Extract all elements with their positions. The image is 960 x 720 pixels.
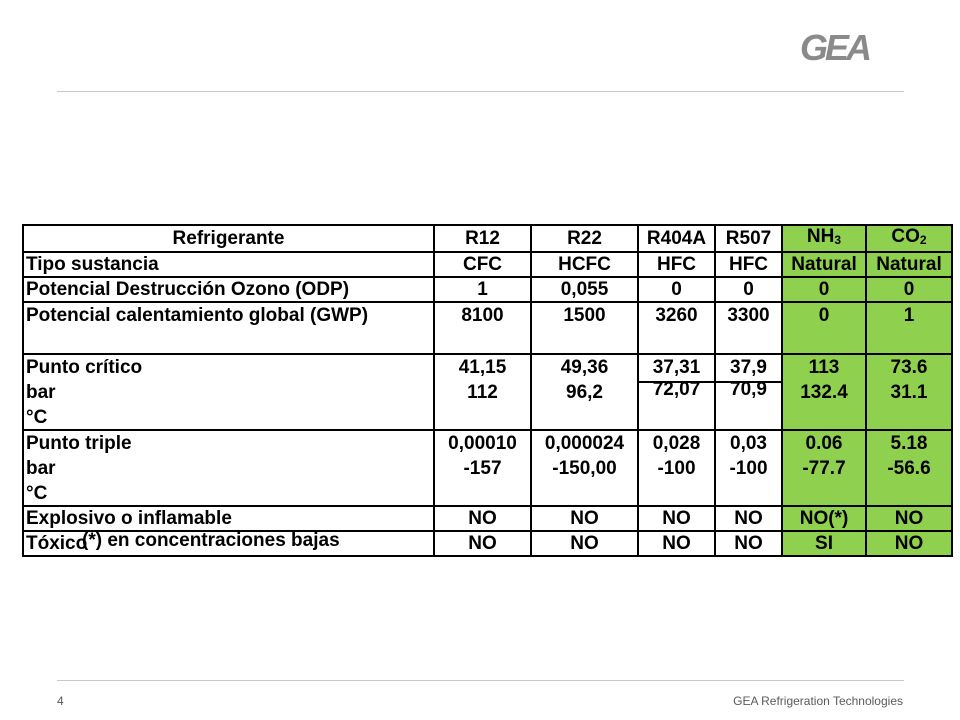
cell: 1500 — [530, 301, 639, 355]
header-co2: CO2 — [865, 224, 953, 253]
table-footnote: (*) en concentraciones bajas — [82, 530, 340, 551]
svg-text:GEA: GEA — [800, 30, 870, 64]
row-label-triple: Punto triple bar °C — [22, 429, 435, 507]
cell: NO — [714, 505, 783, 532]
cell: 5.18 -56.6 — [865, 429, 953, 507]
triple-unit-bar: bar — [26, 458, 56, 479]
cell: NO — [433, 505, 532, 532]
cell: NO — [530, 530, 639, 557]
cell: 37,31 72,07 — [637, 353, 716, 431]
header-r507: R507 — [714, 224, 783, 253]
cell: NO(*) — [781, 505, 867, 532]
cell: 113 132.4 — [781, 353, 867, 431]
cell: 0 — [781, 301, 867, 355]
page-number: 4 — [57, 694, 64, 708]
footer-divider — [57, 680, 904, 681]
header-r12: R12 — [433, 224, 532, 253]
cell: 73.6 31.1 — [865, 353, 953, 431]
footer-company: GEA Refrigeration Technologies — [733, 694, 903, 708]
cell: 0 — [865, 276, 953, 303]
triple-unit-c: °C — [26, 483, 48, 504]
table-row: Potencial Destrucción Ozono (ODP) 1 0,05… — [22, 276, 953, 303]
cell: NO — [637, 505, 716, 532]
row-label-explosivo: Explosivo o inflamable — [22, 505, 435, 532]
cell: CFC — [433, 251, 532, 278]
cell: 1 — [865, 301, 953, 355]
table-row: Tóxico NO NO NO NO SI NO — [22, 530, 953, 557]
cell: Natural — [781, 251, 867, 278]
cell: HFC — [714, 251, 783, 278]
cell: 0,028 -100 — [637, 429, 716, 507]
critico-label: Punto crítico — [26, 357, 143, 378]
header-r22: R22 — [530, 224, 639, 253]
gea-logo: GEA — [800, 30, 873, 64]
table-row: Tipo sustancia CFC HCFC HFC HFC Natural … — [22, 251, 953, 278]
table-row: Punto triple bar °C 0,00010 -157 0,000024-… — [22, 429, 953, 507]
table-row: Potencial calentamiento global (GWP) 810… — [22, 301, 953, 355]
cell: 0,03 -100 — [714, 429, 783, 507]
triple-label: Punto triple — [26, 433, 132, 454]
cell: NO — [637, 530, 716, 557]
cell: 0,000024 -150,00 — [530, 429, 639, 507]
cell: 0 — [714, 276, 783, 303]
table-row: Punto crítico bar °C 41,15 112 49,36 96,2 3… — [22, 353, 953, 431]
cell: 0.06 -77.7 — [781, 429, 867, 507]
critico-unit-bar: bar — [26, 382, 56, 403]
cell: NO — [530, 505, 639, 532]
header-divider — [57, 91, 904, 92]
refrigerant-comparison-table: Refrigerante R12 R22 R404A R507 NH3 CO2 … — [22, 224, 953, 557]
cell: 8100 — [433, 301, 532, 355]
cell: Natural — [865, 251, 953, 278]
row-label-gwp: Potencial calentamiento global (GWP) — [22, 301, 435, 355]
critico-unit-c: °C — [26, 407, 48, 428]
header-r404a: R404A — [637, 224, 716, 253]
cell: NO — [865, 530, 953, 557]
cell: HCFC — [530, 251, 639, 278]
row-label-toxico: Tóxico — [22, 530, 435, 557]
cell: HFC — [637, 251, 716, 278]
cell: 3260 — [637, 301, 716, 355]
cell: 3300 — [714, 301, 783, 355]
cell: 49,36 96,2 — [530, 353, 639, 431]
cell: 41,15 112 — [433, 353, 532, 431]
row-label-critico: Punto crítico bar °C — [22, 353, 435, 431]
row-label-tipo: Tipo sustancia — [22, 251, 435, 278]
cell: 37,9 70,9 — [714, 353, 783, 431]
cell: SI — [781, 530, 867, 557]
cell: 0 — [637, 276, 716, 303]
cell: NO — [865, 505, 953, 532]
cell: NO — [714, 530, 783, 557]
cell: 0,00010 -157 — [433, 429, 532, 507]
table-header-row: Refrigerante R12 R22 R404A R507 NH3 CO2 — [22, 224, 953, 253]
cell: 0,055 — [530, 276, 639, 303]
row-label-odp: Potencial Destrucción Ozono (ODP) — [22, 276, 435, 303]
table-row: Explosivo o inflamable NO NO NO NO NO(*)… — [22, 505, 953, 532]
cell: 0 — [781, 276, 867, 303]
cell: NO — [433, 530, 532, 557]
header-nh3: NH3 — [781, 224, 867, 253]
header-refrigerante: Refrigerante — [22, 224, 435, 253]
cell: 1 — [433, 276, 532, 303]
